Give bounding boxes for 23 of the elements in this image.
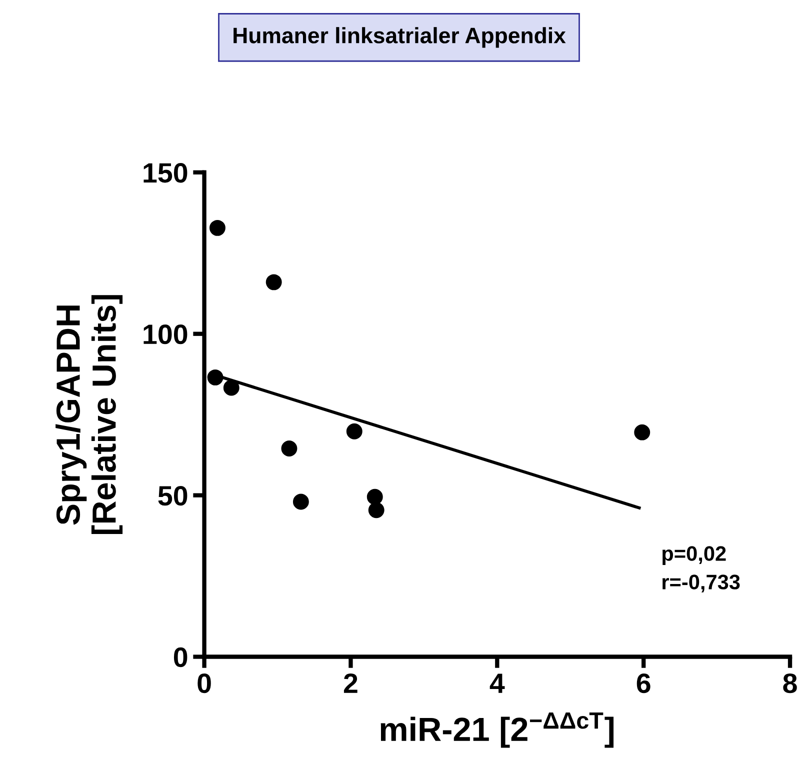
chart-title: Humaner linksatrialer Appendix: [234, 27, 566, 48]
point: [346, 423, 362, 440]
annotation: p=0,02 r=-0,733: [662, 546, 740, 592]
x-tick-label: 4: [490, 674, 505, 693]
point: [368, 502, 384, 518]
y-tick-label: 100: [144, 324, 188, 344]
y-tick-label: 150: [144, 163, 188, 183]
x-tick-label: 8: [783, 673, 797, 694]
x-axis-title: miR-21 [2$^{−ΔΔcT}$]: [380, 712, 614, 748]
point: [223, 380, 240, 396]
x-tick-label: 6: [636, 673, 650, 694]
point: [266, 274, 282, 290]
y-tick-label: 50: [158, 486, 188, 506]
point: [634, 424, 650, 440]
point: [292, 494, 309, 510]
x-tick-label: 2: [344, 673, 358, 693]
point: [366, 488, 383, 505]
y-axis-title: Spry1/GAPDH [Relative Units]: [56, 295, 123, 534]
y-tick-label: 0: [174, 647, 188, 668]
x-tick-label: 0: [198, 673, 211, 694]
point: [209, 220, 226, 236]
point: [281, 440, 298, 456]
point: [207, 369, 224, 386]
